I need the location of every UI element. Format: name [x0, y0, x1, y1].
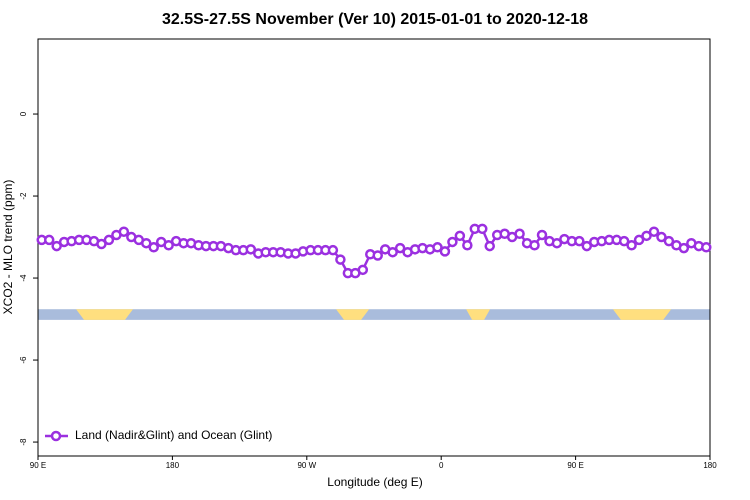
data-point — [648, 226, 660, 237]
data-point — [387, 246, 398, 258]
data-point — [529, 239, 540, 251]
legend-marker — [50, 430, 62, 442]
y-tick-label: 0 — [19, 111, 28, 116]
data-point — [581, 240, 593, 252]
data-point — [245, 244, 257, 255]
data-point — [454, 230, 466, 242]
data-point — [477, 223, 488, 235]
data-point — [551, 237, 563, 249]
y-tick-label: -6 — [19, 356, 28, 364]
data-point — [148, 242, 159, 253]
data-point — [372, 250, 383, 261]
x-tick-label: 90 W — [297, 461, 316, 470]
x-tick-label: 180 — [166, 461, 180, 470]
data-point — [43, 234, 55, 246]
data-point — [656, 231, 667, 243]
y-tick-label: -4 — [19, 274, 28, 282]
data-point — [141, 237, 152, 249]
land-segment — [466, 309, 491, 320]
data-point — [103, 234, 115, 246]
data-point — [357, 264, 369, 276]
data-point — [641, 230, 652, 242]
y-tick-label: -8 — [19, 438, 28, 446]
data-point — [327, 244, 339, 256]
land-segment — [336, 309, 370, 320]
data-point — [514, 228, 525, 240]
land-segment — [76, 309, 133, 320]
data-point — [163, 239, 174, 251]
data-point — [663, 235, 675, 247]
data-point — [118, 226, 130, 237]
x-tick-label: 90 E — [30, 461, 46, 470]
data-point — [462, 239, 473, 251]
data-point — [432, 242, 443, 253]
data-point — [633, 234, 645, 246]
x-tick-label: 180 — [703, 461, 717, 470]
ocean-band — [38, 309, 710, 320]
data-point — [484, 240, 495, 252]
legend-label: Land (Nadir&Glint) and Ocean (Glint) — [75, 428, 272, 442]
plot-frame — [37, 38, 711, 457]
data-point — [447, 236, 458, 248]
data-point — [96, 238, 107, 250]
x-axis-label: Longitude (deg E) — [327, 475, 422, 489]
data-point — [335, 254, 346, 265]
data-point — [51, 240, 62, 252]
land-segment — [612, 309, 672, 320]
data-point — [394, 242, 406, 254]
data-point — [701, 242, 712, 253]
x-tick-label: 0 — [439, 461, 444, 470]
y-tick-label: -2 — [19, 192, 28, 200]
data-point — [678, 242, 690, 254]
data-point — [574, 235, 585, 247]
y-axis-label: XCO2 - MLO trend (ppm) — [1, 180, 15, 315]
chart-title: 32.5S-27.5S November (Ver 10) 2015-01-01… — [162, 11, 588, 28]
data-point — [439, 246, 451, 257]
data-point — [536, 229, 548, 241]
data-point — [626, 239, 637, 251]
x-tick-label: 90 E — [567, 461, 583, 470]
data-point — [618, 235, 630, 247]
